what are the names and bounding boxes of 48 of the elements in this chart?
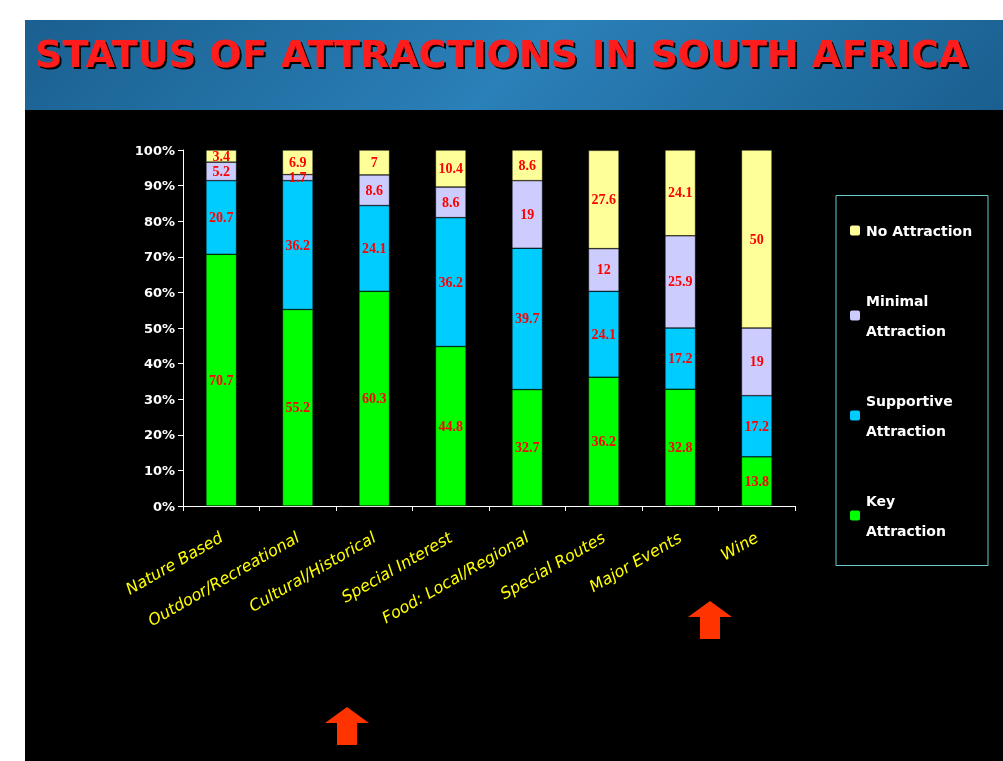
y-tick-label: 70%: [143, 249, 175, 265]
data-label: 17.2: [668, 351, 693, 367]
data-label: 60.3: [362, 391, 387, 407]
data-label: 13.8: [744, 473, 769, 489]
legend-label: Minimal Attraction: [866, 292, 946, 339]
y-tick-label: 0%: [152, 498, 175, 514]
y-tick-label: 100%: [134, 142, 175, 158]
data-label: 50: [749, 231, 764, 247]
y-tick-label: 50%: [143, 320, 175, 336]
y-tick-label: 20%: [143, 427, 175, 443]
data-label: 36.2: [438, 274, 463, 290]
data-label: 3.4: [212, 148, 230, 164]
data-label: 24.1: [668, 185, 693, 201]
y-tick-label: 60%: [143, 284, 175, 300]
legend-label: No Attraction: [866, 222, 973, 239]
data-label: 39.7: [515, 311, 540, 327]
data-label: 55.2: [285, 400, 310, 416]
y-tick-label: 40%: [143, 356, 175, 372]
data-label: 8.6: [365, 182, 383, 198]
data-label: 7: [370, 154, 378, 170]
data-label: 44.8: [438, 418, 463, 434]
data-label: 10.4: [438, 161, 463, 177]
data-label: 36.2: [591, 434, 616, 450]
data-label: 24.1: [362, 240, 387, 256]
data-label: 8.6: [442, 194, 460, 210]
data-label: 27.6: [591, 191, 616, 207]
legend-label: Supportive Attraction: [866, 392, 958, 439]
x-tick-label: Wine: [717, 527, 762, 565]
y-tick-label: 90%: [143, 178, 175, 194]
data-label: 20.7: [209, 209, 234, 225]
data-label: 8.6: [518, 157, 536, 173]
data-label: 32.8: [668, 440, 693, 456]
data-label: 36.2: [285, 237, 310, 253]
legend-label: Key Attraction: [866, 492, 946, 539]
data-label: 19: [520, 206, 535, 222]
data-label: 19: [749, 354, 764, 370]
data-label: 25.9: [668, 274, 693, 290]
data-label: 24.1: [591, 326, 616, 342]
y-tick-label: 80%: [143, 213, 175, 229]
data-label: 6.9: [289, 154, 307, 170]
data-label: 32.7: [515, 440, 540, 456]
data-label: 5.2: [212, 163, 230, 179]
data-label: 70.7: [209, 372, 234, 388]
data-label: 12: [596, 262, 611, 278]
chart-title: STATUS OF ATTRACTIONS IN SOUTH AFRICA: [35, 32, 969, 76]
y-tick-label: 30%: [143, 391, 175, 407]
y-tick-label: 10%: [143, 462, 175, 478]
data-label: 17.2: [744, 418, 769, 434]
